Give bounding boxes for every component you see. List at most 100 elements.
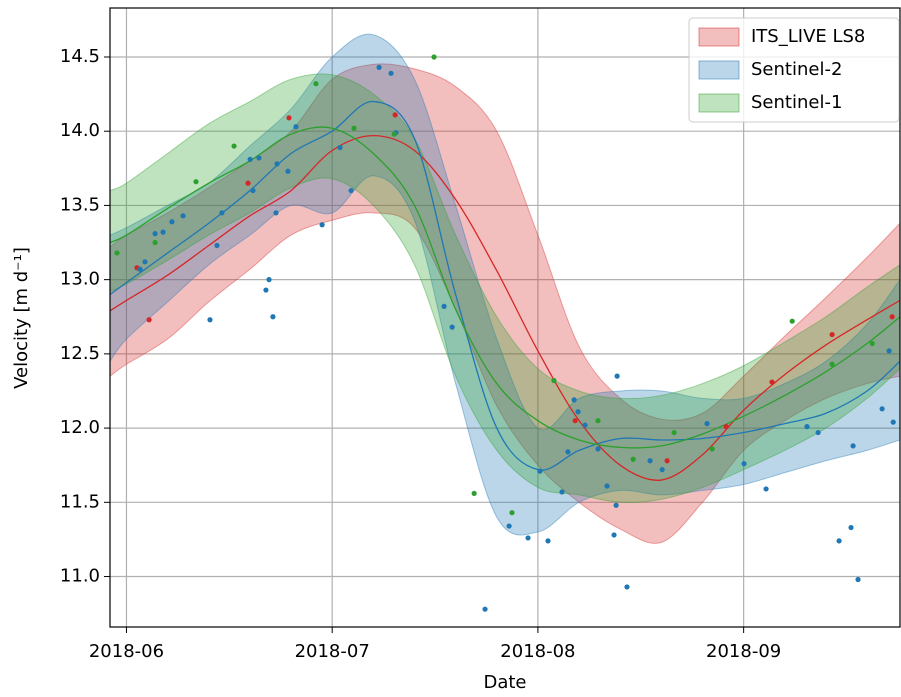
data-point (441, 303, 447, 309)
data-point (647, 458, 653, 464)
data-point (392, 112, 398, 118)
data-point (146, 317, 152, 323)
data-point (376, 64, 382, 70)
data-point (836, 538, 842, 544)
data-point (630, 456, 636, 462)
data-point (114, 250, 120, 256)
data-point (351, 125, 357, 131)
data-point (559, 489, 565, 495)
data-point (886, 348, 892, 354)
trend-line (110, 126, 900, 449)
trend-line (110, 135, 900, 481)
data-point (829, 331, 835, 338)
data-point (613, 502, 619, 508)
data-point (624, 584, 630, 590)
data-point (471, 490, 477, 497)
data-point (152, 231, 158, 237)
data-point (482, 606, 488, 612)
data-point (293, 124, 299, 130)
data-point (723, 424, 729, 430)
y-tick-label: 11.0 (60, 566, 100, 587)
data-point (319, 222, 325, 228)
data-point (247, 156, 253, 163)
data-point (595, 446, 601, 452)
data-point (286, 115, 292, 121)
data-point (137, 266, 143, 272)
data-point (709, 446, 715, 452)
data-point (879, 406, 885, 412)
x-axis-label: Date (483, 672, 526, 693)
y-tick-label: 13.5 (60, 194, 100, 215)
data-point (142, 259, 148, 265)
data-point (537, 468, 543, 474)
data-point (582, 422, 588, 428)
legend-swatch (698, 60, 740, 80)
data-point (789, 318, 795, 324)
data-point (506, 523, 512, 529)
data-point (545, 538, 551, 544)
data-point (804, 424, 810, 430)
data-point (889, 314, 895, 320)
data-point (604, 483, 610, 489)
data-point (169, 219, 175, 225)
data-point (890, 419, 896, 425)
data-point (741, 461, 747, 467)
data-point (704, 421, 710, 427)
legend-label: Sentinel-2 (751, 59, 842, 80)
x-tick-label: 2018-09 (706, 641, 781, 662)
data-point (313, 81, 319, 87)
data-point (551, 377, 557, 384)
data-point (266, 277, 272, 283)
data-point (388, 70, 394, 76)
data-point (219, 210, 225, 216)
data-point (671, 429, 677, 436)
data-point (256, 155, 262, 161)
x-tick-label: 2018-07 (295, 641, 370, 662)
data-point (575, 409, 581, 415)
data-point (614, 373, 620, 379)
data-point (848, 524, 854, 531)
data-point (180, 213, 186, 219)
y-tick-label: 13.0 (60, 269, 100, 290)
data-point (572, 418, 578, 424)
data-point (659, 467, 665, 473)
data-point (431, 54, 437, 60)
data-point (763, 486, 769, 492)
data-point (449, 324, 455, 330)
legend-box (688, 17, 900, 123)
data-point (829, 361, 835, 367)
data-point (250, 187, 256, 194)
x-tick-label: 2018-06 (89, 641, 164, 662)
data-point (869, 340, 875, 347)
y-tick-label: 14.0 (60, 120, 100, 141)
x-tick-label: 2018-08 (500, 641, 575, 662)
legend-swatch (698, 93, 740, 113)
data-point (152, 239, 158, 246)
data-point (270, 314, 276, 320)
data-point (855, 576, 861, 583)
legend-swatch (698, 27, 740, 47)
data-point (391, 131, 397, 137)
data-point (285, 168, 291, 174)
data-point (664, 458, 670, 464)
confidence-band (110, 63, 900, 544)
y-axis-label: Velocity [m d⁻¹] (11, 247, 32, 389)
data-point (769, 379, 775, 385)
confidence-band (110, 73, 900, 504)
y-tick-label: 14.5 (60, 46, 100, 67)
y-tick-label: 12.5 (60, 343, 100, 364)
data-point (595, 418, 601, 424)
data-point (850, 443, 856, 449)
plot-area (110, 33, 900, 612)
data-point (214, 242, 220, 249)
data-point (565, 449, 571, 455)
data-point (337, 144, 343, 151)
trend-line (110, 100, 900, 471)
data-point (263, 287, 269, 293)
data-point (815, 429, 821, 436)
data-point (193, 179, 199, 185)
y-tick-label: 12.0 (60, 417, 100, 438)
y-tick-label: 11.5 (60, 491, 100, 512)
legend-label: Sentinel-1 (751, 92, 842, 113)
